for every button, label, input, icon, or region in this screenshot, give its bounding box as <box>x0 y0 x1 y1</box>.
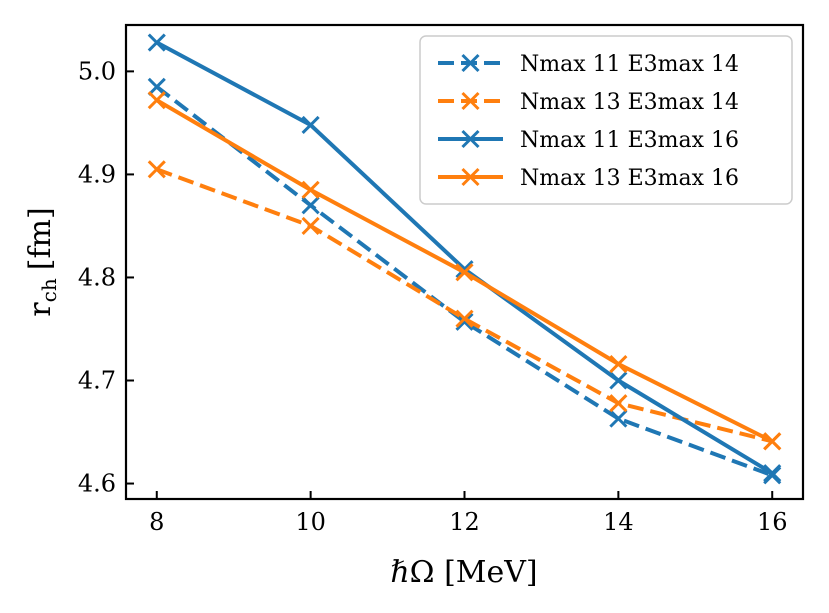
data-point <box>609 409 628 428</box>
x-axis-ticks: 8 10 12 14 16 <box>149 491 788 536</box>
legend-marker <box>461 167 480 187</box>
legend-label: Nmax 11 E3max 16 <box>520 128 739 153</box>
data-point <box>147 160 166 179</box>
legend-label: Nmax 13 E3max 14 <box>520 90 739 115</box>
y-tick-label: 4.7 <box>78 367 116 395</box>
y-axis-title: rch [fm] <box>23 207 61 316</box>
x-tick-label: 8 <box>149 508 164 536</box>
y-tick-label: 5.0 <box>78 57 116 85</box>
data-point <box>763 432 782 451</box>
data-point <box>301 180 320 199</box>
legend-label: Nmax 11 E3max 14 <box>520 52 739 77</box>
legend-entries: Nmax 11 E3max 14 Nmax 13 E3max 14 Nmax 11 … <box>438 52 739 191</box>
data-point <box>763 464 782 483</box>
legend-marker <box>461 91 480 111</box>
data-point <box>301 115 320 135</box>
series-layer <box>147 33 782 485</box>
legend-label: Nmax 13 E3max 16 <box>520 166 739 191</box>
x-tick-label: 12 <box>449 508 480 536</box>
legend: Nmax 11 E3max 14 Nmax 13 E3max 14 Nmax 11 … <box>419 35 793 205</box>
y-tick-label: 4.6 <box>78 470 116 498</box>
y-axis-title-unit: [fm] <box>23 207 58 270</box>
data-point <box>609 394 628 413</box>
x-tick-label: 14 <box>603 508 634 536</box>
y-tick-label: 4.9 <box>78 160 116 188</box>
data-point <box>147 77 166 96</box>
legend-box <box>419 35 793 205</box>
data-point <box>147 33 166 52</box>
x-tick-label: 10 <box>295 508 326 536</box>
data-point <box>609 371 628 390</box>
data-point <box>301 196 320 215</box>
data-point <box>301 216 320 235</box>
y-tick-label: 4.8 <box>78 263 116 291</box>
data-point <box>455 309 474 328</box>
x-axis-title: ℏΩ [MeV] <box>390 555 537 590</box>
y-axis-ticks: 4.6 4.7 4.8 4.9 5.0 <box>78 57 134 498</box>
series-line <box>156 167 773 444</box>
legend-marker <box>461 129 480 149</box>
svg-text:rch[fm]: rch [fm] <box>23 207 61 316</box>
data-point <box>609 354 628 374</box>
series-line <box>155 85 773 478</box>
y-axis-title-subscript: ch <box>37 278 61 302</box>
data-point <box>147 91 166 110</box>
data-point <box>455 263 474 282</box>
x-tick-label: 16 <box>757 508 788 536</box>
legend-marker <box>461 53 480 73</box>
y-axis-title-main: r <box>23 302 58 317</box>
